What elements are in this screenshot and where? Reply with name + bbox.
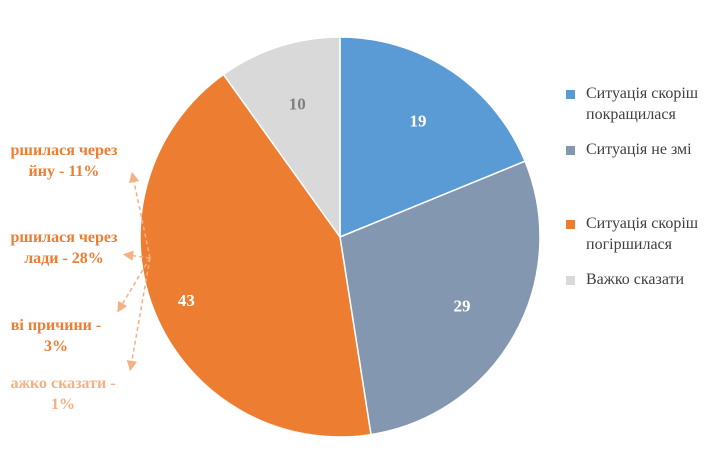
- annotation-prices-line2: лади - 28%: [24, 250, 104, 267]
- annotation-war: ршилася через йну - 11%: [0, 140, 132, 182]
- slice-value-label-improved: 19: [410, 112, 427, 131]
- legend-item-worsened: Ситуація скоріш погіршилася: [566, 213, 720, 255]
- annotation-other-reasons-line1: ві причини -: [10, 317, 102, 334]
- annotation-prices: ршилася через лади - 28%: [0, 227, 134, 269]
- slice-value-label-unchanged: 29: [454, 297, 471, 316]
- legend-label-hard-to-say: Важко сказати: [586, 271, 685, 288]
- legend: Ситуація скоріш покращилася Ситуація не …: [566, 83, 720, 290]
- slice-value-label-hard-to-say: 10: [289, 95, 306, 114]
- annotation-arrow-other-reasons: [117, 257, 151, 313]
- legend-label-improved-line1: Ситуація скоріш: [586, 85, 699, 102]
- legend-item-improved: Ситуація скоріш покращилася: [566, 83, 720, 125]
- legend-label-improved-line2: покращилася: [586, 106, 676, 123]
- legend-item-unchanged: Ситуація не змі: [566, 139, 720, 160]
- pie-slice-improved: [339, 36, 527, 239]
- annotation-arrow-hard-to-say: [126, 257, 151, 372]
- annotation-other-reasons: ві причини - 3%: [0, 315, 116, 357]
- annotation-arrow-prices: [122, 250, 151, 261]
- annotation-hard-to-say-line1: ажко сказати -: [10, 375, 116, 392]
- annotation-hard-to-say: ажко сказати - 1%: [0, 373, 136, 415]
- legend-swatch-worsened: [566, 220, 575, 229]
- legend-swatch-hard-to-say: [566, 276, 575, 285]
- legend-label-worsened-line2: погіршилася: [586, 236, 672, 253]
- legend-swatch-improved: [566, 90, 575, 99]
- annotation-war-line1: ршилася через: [10, 142, 118, 159]
- annotation-hard-to-say-line2: 1%: [51, 396, 75, 413]
- annotation-other-reasons-line2: 3%: [44, 338, 68, 355]
- slice-value-label-worsened: 43: [178, 291, 195, 310]
- legend-label-worsened-line1: Ситуація скоріш: [586, 215, 699, 232]
- legend-item-hard-to-say: Важко сказати: [566, 269, 720, 290]
- legend-swatch-unchanged: [566, 146, 575, 155]
- pie-slice-unchanged: [339, 160, 541, 436]
- legend-label-unchanged: Ситуація не змі: [586, 141, 692, 158]
- annotation-prices-line1: ршилася через: [10, 229, 118, 246]
- pie-slice-hard-to-say: [222, 36, 341, 240]
- annotation-war-line2: йну - 11%: [28, 163, 100, 180]
- pie-slice-worsened: [139, 73, 372, 438]
